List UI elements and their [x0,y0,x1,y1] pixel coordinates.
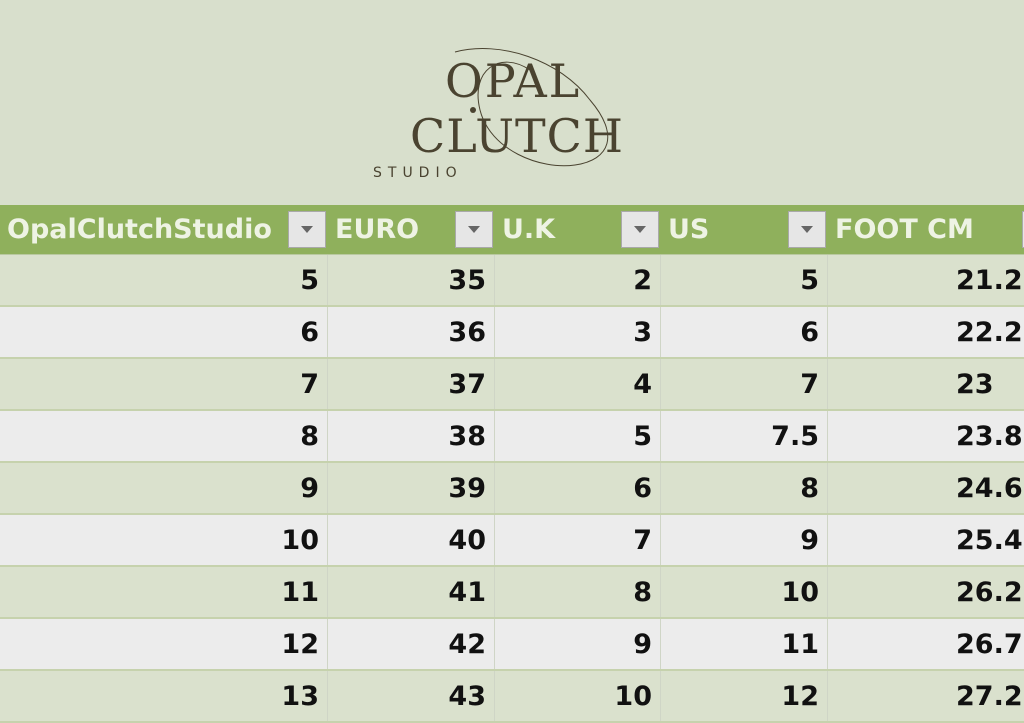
table-row: 7 37 4 7 23 [0,359,1024,411]
table-row: 10 40 7 9 25.4 [0,515,1024,567]
table-cell[interactable]: 9 [0,463,328,513]
table-cell[interactable]: 2 [495,255,661,305]
table-cell[interactable]: 5 [0,255,328,305]
table-cell[interactable]: 24.6 [828,463,1024,513]
table-cell[interactable]: 25.4 [828,515,1024,565]
table-cell[interactable]: 37 [328,359,495,409]
table-cell[interactable]: 35 [328,255,495,305]
table-cell[interactable]: 23 [828,359,1024,409]
table-cell[interactable]: 8 [495,567,661,617]
table-row: 6 36 3 6 22.2 [0,307,1024,359]
table-cell[interactable]: 4 [495,359,661,409]
table-cell[interactable]: 7.5 [661,411,828,461]
table-cell[interactable]: 9 [661,515,828,565]
table-cell[interactable]: 7 [661,359,828,409]
column-header: EURO [328,205,495,254]
table-cell[interactable]: 26.2 [828,567,1024,617]
table-cell[interactable]: 9 [495,619,661,669]
table-cell[interactable]: 3 [495,307,661,357]
table-cell[interactable]: 5 [495,411,661,461]
column-header-label: US [668,214,710,245]
svg-text:OPAL: OPAL [445,54,581,108]
table-cell[interactable]: 6 [495,463,661,513]
filter-dropdown-icon[interactable] [788,211,826,248]
table-cell[interactable]: 23.8 [828,411,1024,461]
column-header-label: EURO [335,214,420,245]
column-header: FOOT CM [828,205,1024,254]
table-row: 12 42 9 11 26.7 [0,619,1024,671]
table-cell[interactable]: 36 [328,307,495,357]
table-cell[interactable]: 42 [328,619,495,669]
column-header: U.K [495,205,661,254]
column-header: OpalClutchStudio [0,205,328,254]
table-cell[interactable]: 39 [328,463,495,513]
table-cell[interactable]: 22.2 [828,307,1024,357]
table-cell[interactable]: 7 [495,515,661,565]
filter-dropdown-icon[interactable] [1022,211,1024,248]
table-cell[interactable]: 11 [0,567,328,617]
column-header-label: FOOT CM [835,214,974,245]
column-header-label: U.K [502,214,556,245]
table-cell[interactable]: 26.7 [828,619,1024,669]
table-cell[interactable]: 38 [328,411,495,461]
table-cell[interactable]: 6 [0,307,328,357]
opal-clutch-studio-logo: OPAL CLUTCH STUDIO [360,40,640,190]
filter-dropdown-icon[interactable] [288,211,326,248]
table-cell[interactable]: 12 [661,671,828,721]
table-row: 5 35 2 5 21.2 [0,255,1024,307]
size-chart-table: OpalClutchStudio EURO U.K US FOOT CM 5 35… [0,205,1024,723]
svg-text:CLUTCH: CLUTCH [410,109,624,163]
table-cell[interactable]: 10 [661,567,828,617]
table-row: 11 41 8 10 26.2 [0,567,1024,619]
table-row: 13 43 10 12 27.2 [0,671,1024,723]
table-cell[interactable]: 8 [661,463,828,513]
column-header-label: OpalClutchStudio [7,214,272,245]
table-cell[interactable]: 11 [661,619,828,669]
column-header: US [661,205,828,254]
filter-dropdown-icon[interactable] [455,211,493,248]
table-cell[interactable]: 10 [0,515,328,565]
table-cell[interactable]: 7 [0,359,328,409]
table-row: 8 38 5 7.5 23.8 [0,411,1024,463]
table-cell[interactable]: 27.2 [828,671,1024,721]
table-cell[interactable]: 5 [661,255,828,305]
table-cell[interactable]: 40 [328,515,495,565]
table-cell[interactable]: 13 [0,671,328,721]
table-cell[interactable]: 12 [0,619,328,669]
table-cell[interactable]: 10 [495,671,661,721]
table-cell[interactable]: 43 [328,671,495,721]
header-row: OpalClutchStudio EURO U.K US FOOT CM [0,205,1024,255]
filter-dropdown-icon[interactable] [621,211,659,248]
table-cell[interactable]: 21.2 [828,255,1024,305]
table-cell[interactable]: 8 [0,411,328,461]
table-cell[interactable]: 6 [661,307,828,357]
table-cell[interactable]: 41 [328,567,495,617]
table-row: 9 39 6 8 24.6 [0,463,1024,515]
svg-text:STUDIO: STUDIO [373,165,463,181]
